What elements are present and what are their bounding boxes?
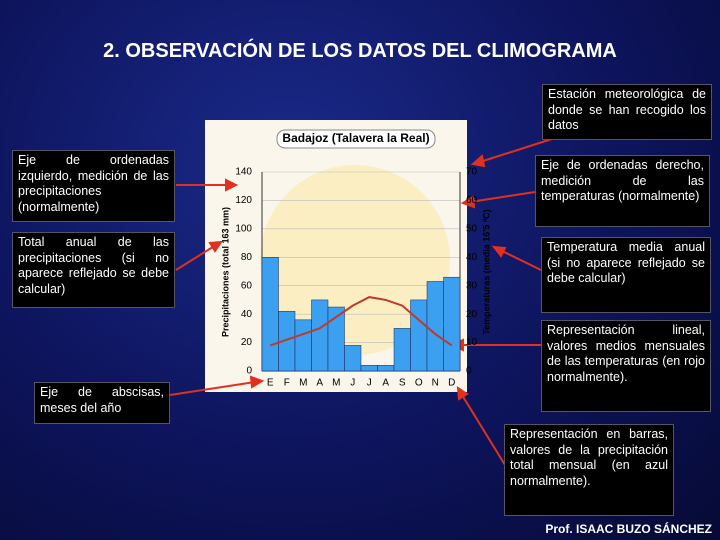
bar — [261, 257, 279, 372]
x-tick-label: J — [367, 378, 372, 389]
y-tick-label: 40 — [241, 309, 253, 320]
x-tick-label: D — [448, 378, 455, 389]
y2-tick-label: 20 — [466, 309, 478, 320]
y2-tick-label: 70 — [466, 167, 478, 178]
bar — [393, 328, 411, 372]
bar — [360, 365, 378, 372]
callout: Total anual de las precipitaciones (si n… — [12, 232, 175, 308]
x-tick-label: S — [399, 378, 406, 389]
y-tick-label: 120 — [235, 195, 252, 206]
x-tick-label: N — [432, 378, 439, 389]
bar — [377, 365, 395, 372]
y-tick-label: 80 — [241, 252, 253, 263]
y-tick-label: 60 — [241, 280, 253, 291]
bar — [294, 319, 312, 372]
x-tick-label: F — [284, 378, 290, 389]
callout: Temperatura media anual (si no aparece r… — [541, 237, 711, 313]
y2-tick-label: 50 — [466, 223, 478, 234]
y2-tick-label: 60 — [466, 195, 478, 206]
y2-tick-label: 10 — [466, 337, 478, 348]
callout: Eje de ordenadas derecho, medición de la… — [535, 155, 710, 227]
decoration — [260, 165, 450, 355]
y2-axis-label: Temperaturas (media 16'5 ºC) — [481, 209, 491, 334]
x-tick-label: E — [267, 378, 274, 389]
arrows — [169, 137, 556, 466]
bar — [327, 306, 345, 372]
slide-title: 2. OBSERVACIÓN DE LOS DATOS DEL CLIMOGRA… — [103, 40, 617, 62]
bar — [311, 299, 329, 372]
y2-tick-label: 30 — [466, 280, 478, 291]
y2-tick-label: 0 — [466, 366, 472, 377]
chart-title: Badajoz (Talavera la Real) — [282, 131, 429, 145]
bar — [443, 276, 461, 372]
x-tick-label: M — [299, 378, 307, 389]
footer: Prof. ISAAC BUZO SÁNCHEZ — [545, 522, 712, 536]
chart-title-box — [276, 129, 436, 149]
x-tick-label: J — [350, 378, 355, 389]
x-tick-label: A — [382, 378, 389, 389]
x-tick-label: A — [316, 378, 323, 389]
callout: Representación en barras, valores de la … — [504, 424, 674, 516]
callout: Eje de abscisas, meses del año — [34, 382, 170, 424]
bar — [344, 345, 362, 372]
callout: Estación meteorológica de donde se han r… — [542, 84, 712, 140]
callout: Eje de ordenadas izquierdo, medición de … — [12, 150, 175, 222]
bar — [426, 281, 444, 372]
bar — [410, 299, 428, 372]
callout: Representación lineal, valores medios me… — [541, 320, 711, 412]
y-axis-label: Precipitaciones (total 163 mm) — [220, 207, 230, 337]
x-tick-label: O — [415, 378, 423, 389]
y-tick-label: 0 — [246, 366, 252, 377]
y-tick-label: 140 — [235, 167, 252, 178]
y-tick-label: 100 — [235, 223, 252, 234]
x-tick-label: M — [332, 378, 340, 389]
y-tick-label: 20 — [241, 337, 253, 348]
temperature-line — [269, 296, 453, 347]
y2-tick-label: 40 — [466, 252, 478, 263]
